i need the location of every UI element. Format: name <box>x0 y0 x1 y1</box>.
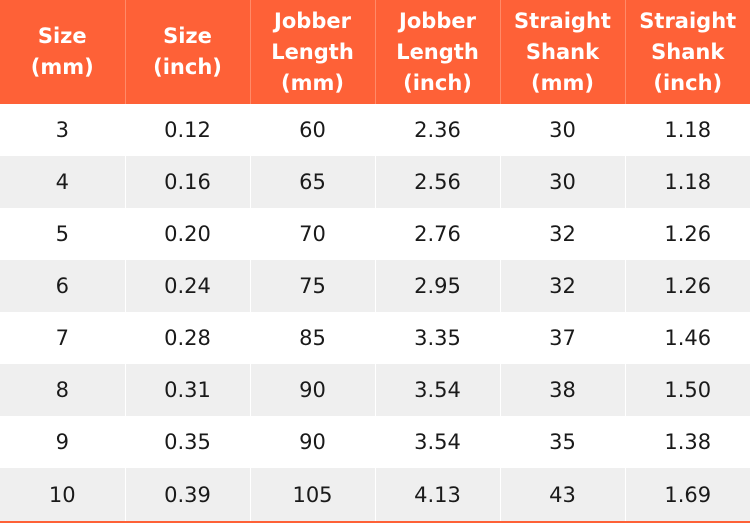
cell-jobber-length-mm: 90 <box>250 416 376 468</box>
cell-jobber-length-mm: 90 <box>250 364 376 416</box>
column-header-size-mm: Size (mm) <box>0 0 126 104</box>
column-header-straight-shank-mm: Straight Shank (mm) <box>500 0 626 104</box>
column-header-straight-shank-inch: Straight Shank (inch) <box>625 0 750 104</box>
cell-straight-shank-mm: 32 <box>500 208 626 260</box>
cell-size-mm: 7 <box>0 312 126 364</box>
cell-size-inch: 0.31 <box>125 364 251 416</box>
cell-straight-shank-inch: 1.46 <box>625 312 750 364</box>
cell-jobber-length-mm: 105 <box>250 468 376 523</box>
table-row: 9 0.35 90 3.54 35 1.38 <box>0 416 750 468</box>
cell-size-mm: 4 <box>0 156 126 208</box>
column-header-jobber-length-inch: Jobber Length (inch) <box>375 0 501 104</box>
cell-size-mm: 6 <box>0 260 126 312</box>
cell-size-inch: 0.35 <box>125 416 251 468</box>
table-row: 7 0.28 85 3.35 37 1.46 <box>0 312 750 364</box>
table-row: 4 0.16 65 2.56 30 1.18 <box>0 156 750 208</box>
cell-straight-shank-mm: 30 <box>500 104 626 156</box>
cell-straight-shank-inch: 1.18 <box>625 156 750 208</box>
cell-jobber-length-mm: 85 <box>250 312 376 364</box>
column-header-size-inch: Size (inch) <box>125 0 251 104</box>
cell-straight-shank-inch: 1.26 <box>625 208 750 260</box>
cell-straight-shank-inch: 1.26 <box>625 260 750 312</box>
cell-size-inch: 0.39 <box>125 468 251 523</box>
header-row: Size (mm) Size (inch) Jobber Length (mm)… <box>0 0 750 104</box>
cell-jobber-length-inch: 2.95 <box>375 260 501 312</box>
cell-size-mm: 8 <box>0 364 126 416</box>
cell-jobber-length-inch: 3.35 <box>375 312 501 364</box>
table-row: 8 0.31 90 3.54 38 1.50 <box>0 364 750 416</box>
table-row: 6 0.24 75 2.95 32 1.26 <box>0 260 750 312</box>
cell-straight-shank-mm: 38 <box>500 364 626 416</box>
cell-size-inch: 0.16 <box>125 156 251 208</box>
cell-size-inch: 0.24 <box>125 260 251 312</box>
cell-straight-shank-mm: 43 <box>500 468 626 523</box>
table-row: 10 0.39 105 4.13 43 1.69 <box>0 468 750 523</box>
table-header: Size (mm) Size (inch) Jobber Length (mm)… <box>0 0 750 104</box>
cell-straight-shank-mm: 32 <box>500 260 626 312</box>
cell-size-mm: 3 <box>0 104 126 156</box>
cell-jobber-length-mm: 75 <box>250 260 376 312</box>
cell-straight-shank-inch: 1.69 <box>625 468 750 523</box>
cell-size-inch: 0.12 <box>125 104 251 156</box>
cell-jobber-length-mm: 65 <box>250 156 376 208</box>
cell-straight-shank-mm: 37 <box>500 312 626 364</box>
table-row: 5 0.20 70 2.76 32 1.26 <box>0 208 750 260</box>
cell-size-mm: 5 <box>0 208 126 260</box>
cell-size-inch: 0.20 <box>125 208 251 260</box>
column-header-jobber-length-mm: Jobber Length (mm) <box>250 0 376 104</box>
cell-jobber-length-mm: 70 <box>250 208 376 260</box>
cell-jobber-length-inch: 4.13 <box>375 468 501 523</box>
cell-jobber-length-mm: 60 <box>250 104 376 156</box>
table-row: 3 0.12 60 2.36 30 1.18 <box>0 104 750 156</box>
cell-straight-shank-inch: 1.18 <box>625 104 750 156</box>
cell-straight-shank-mm: 35 <box>500 416 626 468</box>
cell-size-mm: 9 <box>0 416 126 468</box>
cell-jobber-length-inch: 3.54 <box>375 416 501 468</box>
cell-jobber-length-inch: 2.36 <box>375 104 501 156</box>
cell-jobber-length-inch: 2.56 <box>375 156 501 208</box>
cell-jobber-length-inch: 2.76 <box>375 208 501 260</box>
cell-straight-shank-inch: 1.38 <box>625 416 750 468</box>
cell-straight-shank-mm: 30 <box>500 156 626 208</box>
table-body: 3 0.12 60 2.36 30 1.18 4 0.16 65 2.56 30… <box>0 104 750 523</box>
cell-jobber-length-inch: 3.54 <box>375 364 501 416</box>
cell-straight-shank-inch: 1.50 <box>625 364 750 416</box>
cell-size-mm: 10 <box>0 468 126 523</box>
cell-size-inch: 0.28 <box>125 312 251 364</box>
